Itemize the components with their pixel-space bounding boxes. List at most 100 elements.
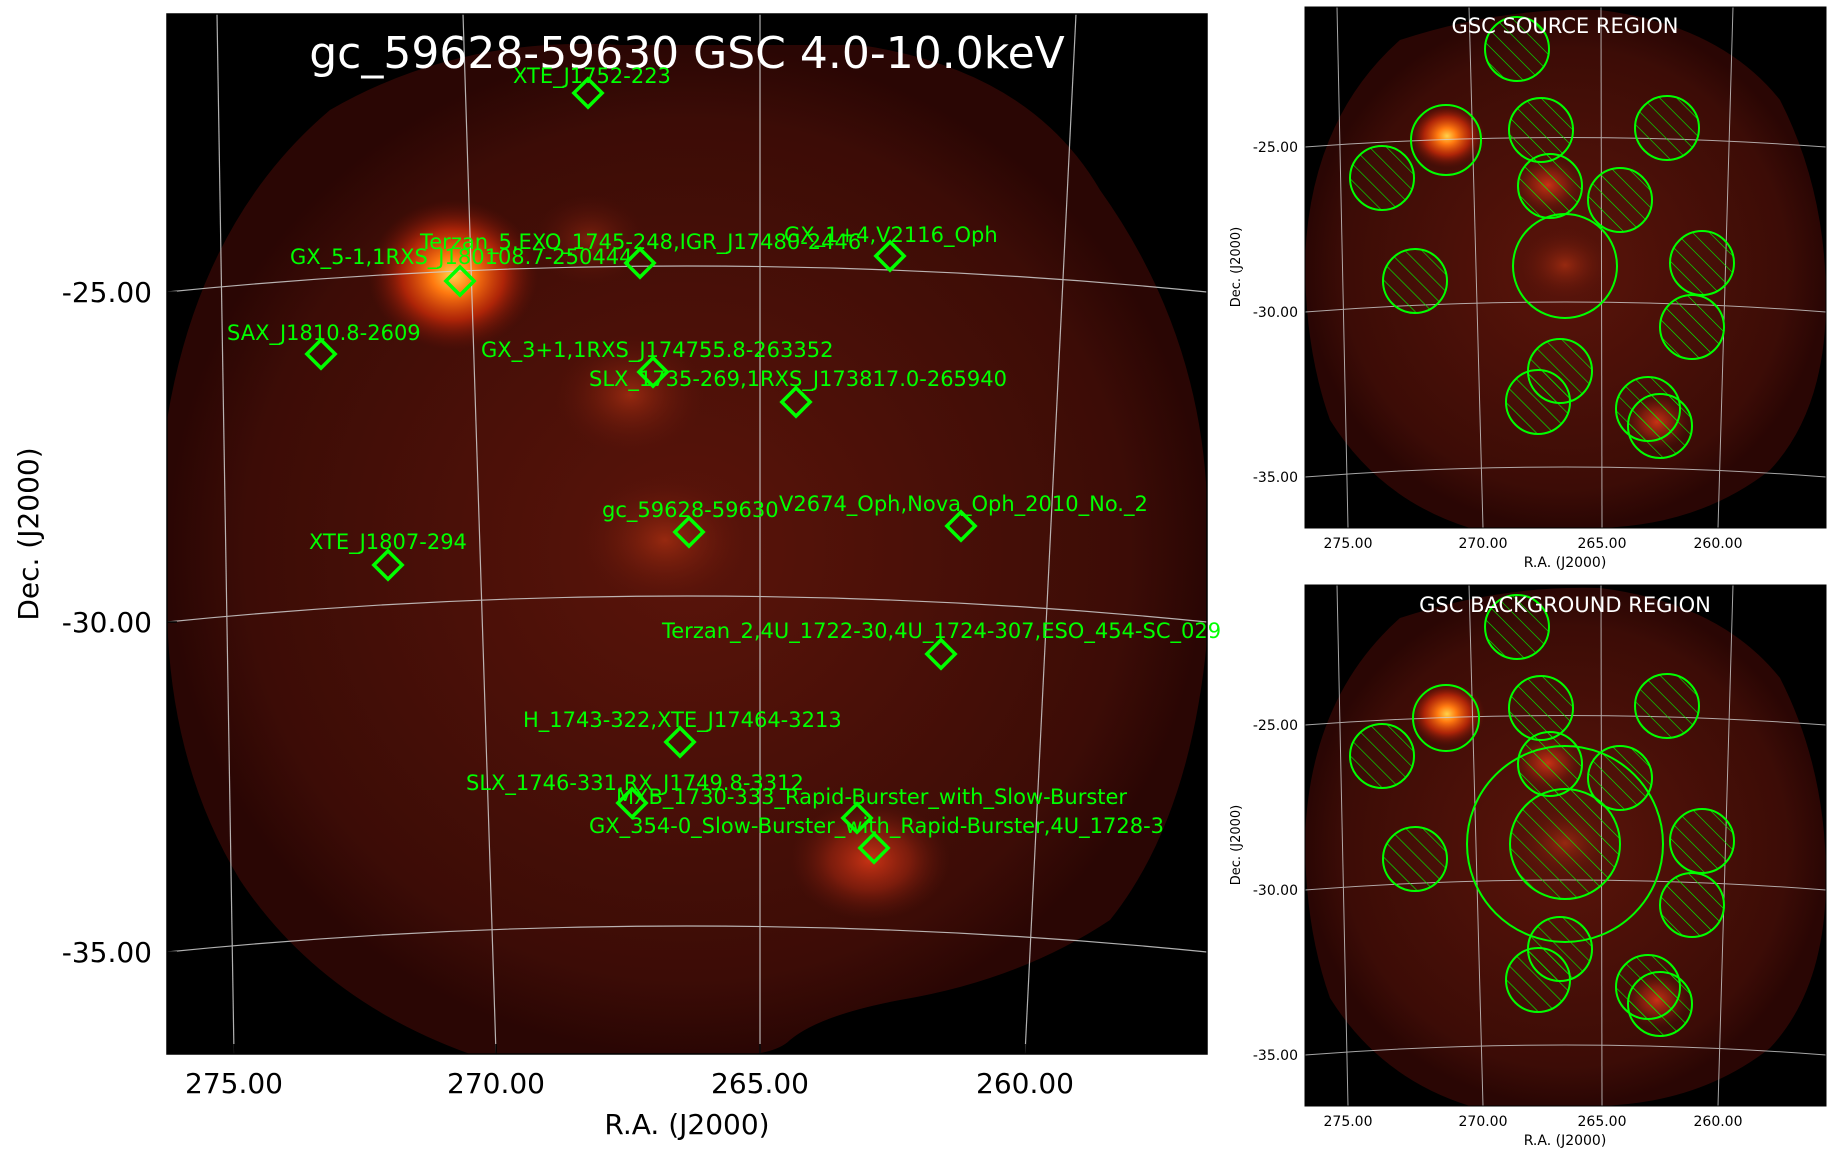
diamond-marker [857, 831, 891, 865]
source-label: Terzan_5,EXO_1745-248,IGR_J17480-2446 [419, 230, 861, 255]
diamond-marker [371, 548, 405, 582]
main-image-panel: gc_59628-59630 GSC 4.0-10.0keV 275.00 27… [12, 13, 1221, 1141]
xtick-label: 270.00 [1459, 1114, 1508, 1130]
source-label: MXB_1730-333_Rapid-Burster_with_Slow-Bur… [616, 785, 1127, 810]
exclusion-circle [1627, 971, 1693, 1037]
xtick-label: 275.00 [1324, 1114, 1373, 1130]
source-label: gc_59628-59630 [602, 498, 779, 523]
source-markers: XTE_J1752-223 Terzan_5,EXO_1745-248,IGR_… [227, 64, 1221, 865]
source-panel-title: GSC SOURCE REGION [1452, 14, 1679, 38]
diamond-marker [571, 76, 605, 110]
ytick-label: -35.00 [1253, 1048, 1298, 1064]
source-marker[interactable]: Terzan_2,4U_1722-30,4U_1724-307,ESO_454-… [661, 619, 1221, 671]
source-label: GX_3+1,1RXS_J174755.8-263352 [481, 338, 833, 363]
source-marker[interactable]: gc_59628-59630 [602, 498, 779, 549]
source-marker[interactable]: XTE_J1752-223 [513, 64, 671, 110]
ytick-label: -35.00 [62, 936, 152, 969]
coordinate-grid [167, 14, 1207, 1054]
exclusion-circle [1659, 294, 1725, 360]
exclusion-circle [1349, 145, 1415, 211]
source-label: GX_354-0_Slow-Burster_with_Rapid-Burster… [589, 814, 1164, 839]
exclusion-circle [1634, 673, 1700, 739]
exclusion-circle [1484, 16, 1550, 82]
diamond-marker [623, 246, 657, 280]
source-panel-ylabel: Dec. (J2000) [1229, 227, 1244, 307]
source-marker[interactable]: GX_3+1,1RXS_J174755.8-263352 [481, 338, 833, 389]
source-marker[interactable]: MXB_1730-333_Rapid-Burster_with_Slow-Bur… [616, 785, 1127, 835]
ytick-label: -30.00 [1253, 305, 1298, 321]
ytick-label: -25.00 [1253, 140, 1298, 156]
background-panel-ylabel: Dec. (J2000) [1229, 805, 1244, 885]
source-label: SAX_J1810.8-2609 [227, 321, 421, 346]
source-marker[interactable]: Terzan_5,EXO_1745-248,IGR_J17480-2446 [419, 230, 861, 280]
diamond-marker [636, 355, 670, 389]
source-marker[interactable]: XTE_J1807-294 [309, 530, 467, 582]
exclusion-circle [1508, 97, 1574, 163]
diamond-marker [443, 264, 477, 298]
source-label: GX_5-1,1RXS_J180108.7-250444 [290, 245, 632, 270]
exclusion-circle [1484, 594, 1550, 660]
source-label: SLX_1735-269,1RXS_J173817.0-265940 [589, 367, 1007, 392]
diamond-marker [944, 509, 978, 543]
exclusion-circles [1349, 16, 1735, 459]
ytick-label: -30.00 [1253, 883, 1298, 899]
xtick-label: 265.00 [1578, 536, 1627, 552]
exclusion-circles [1349, 594, 1735, 1037]
xtick-label: 275.00 [1324, 536, 1373, 552]
xtick-label: 270.00 [447, 1067, 545, 1100]
source-circle-bright [1410, 104, 1482, 176]
xtick-label: 275.00 [185, 1067, 283, 1100]
source-label: SLX_1746-331,RX_J1749.8-3312 [466, 771, 804, 796]
exclusion-circle [1505, 369, 1571, 435]
ytick-label: -30.00 [62, 606, 152, 639]
xtick-label: 265.00 [1578, 1114, 1627, 1130]
source-label: XTE_J1807-294 [309, 530, 467, 555]
background-region-panel: GSC BACKGROUND REGION 275.00 270.00 265.… [1229, 584, 1827, 1149]
source-marker[interactable]: GX_5-1,1RXS_J180108.7-250444 [290, 245, 632, 298]
source-marker[interactable]: GX_354-0_Slow-Burster_with_Rapid-Burster… [589, 814, 1164, 865]
ytick-label: -25.00 [62, 276, 152, 309]
diamond-marker [779, 385, 813, 419]
source-label: H_1743-322,XTE_J17464-3213 [523, 708, 842, 733]
exclusion-circle [1634, 95, 1700, 161]
exclusion-circle [1505, 947, 1571, 1013]
source-panel-xlabel: R.A. (J2000) [1524, 555, 1607, 571]
source-marker[interactable]: SLX_1735-269,1RXS_J173817.0-265940 [589, 367, 1007, 419]
source-label: GX_1+4,V2116_Oph [784, 223, 998, 248]
diamond-marker [924, 637, 958, 671]
ytick-label: -25.00 [1253, 718, 1298, 734]
exclusion-circle [1587, 167, 1653, 233]
diamond-marker [615, 786, 649, 820]
main-axis-ticks [167, 291, 1026, 1054]
main-xlabel: R.A. (J2000) [604, 1108, 769, 1141]
xtick-label: 260.00 [1694, 536, 1743, 552]
source-marker[interactable]: V2674_Oph,Nova_Oph_2010_No._2 [779, 492, 1148, 543]
source-marker[interactable]: H_1743-322,XTE_J17464-3213 [523, 708, 842, 759]
exclusion-circle [1508, 675, 1574, 741]
xtick-label: 265.00 [711, 1067, 809, 1100]
source-marker[interactable]: SAX_J1810.8-2609 [227, 321, 421, 371]
main-ylabel: Dec. (J2000) [12, 447, 45, 620]
main-title: gc_59628-59630 GSC 4.0-10.0keV [309, 28, 1065, 79]
source-region-panel: GSC SOURCE REGION 275.00 270.00 265.00 2… [1229, 6, 1827, 571]
diamond-marker [873, 239, 907, 273]
ytick-label: -35.00 [1253, 470, 1298, 486]
diamond-marker [663, 725, 697, 759]
background-inner-exclusion [1509, 788, 1621, 900]
exclusion-circle [1382, 248, 1448, 314]
exclusion-circle [1669, 230, 1735, 296]
background-panel-xlabel: R.A. (J2000) [1524, 1133, 1607, 1149]
source-label: XTE_J1752-223 [513, 64, 671, 89]
diamond-marker [672, 515, 706, 549]
diamond-marker [840, 801, 874, 835]
exclusion-circle [1587, 745, 1653, 811]
source-label: Terzan_2,4U_1722-30,4U_1724-307,ESO_454-… [661, 619, 1221, 644]
exclusion-circle [1669, 808, 1735, 874]
main-ytick-labels: -25.00 -30.00 -35.00 [62, 276, 152, 969]
source-marker[interactable]: GX_1+4,V2116_Oph [784, 223, 998, 273]
source-label: V2674_Oph,Nova_Oph_2010_No._2 [779, 492, 1148, 517]
source-marker[interactable]: SLX_1746-331,RX_J1749.8-3312 [466, 771, 804, 820]
xtick-label: 260.00 [976, 1067, 1074, 1100]
background-panel-title: GSC BACKGROUND REGION [1419, 593, 1711, 617]
